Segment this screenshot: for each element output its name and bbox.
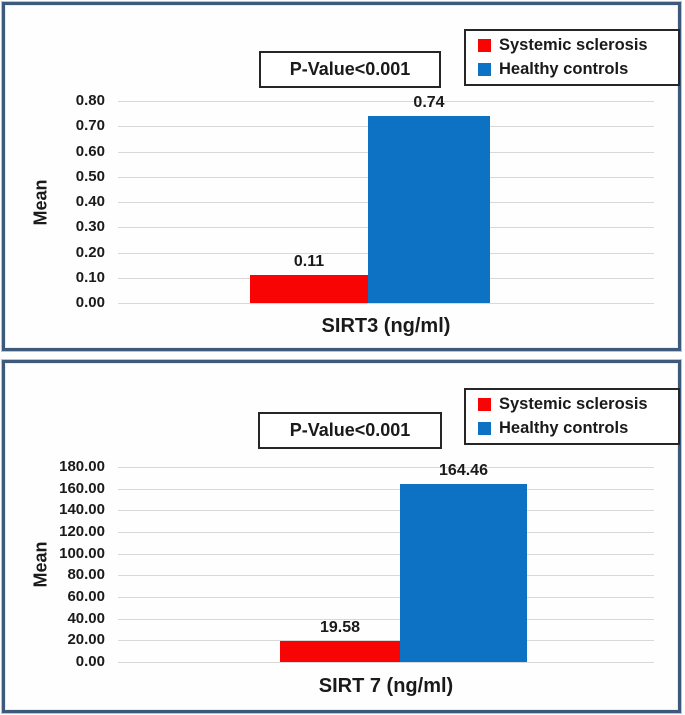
y-axis-tick-labels: 0.80 0.70 0.60 0.50 0.40 0.30 0.20 0.10 0.00 [5,91,112,313]
y-axis-tick-label: 0.00 [75,294,105,311]
plot-area: 0.11 0.74 [118,94,654,304]
y-axis-tick-label: 0.20 [75,243,105,261]
bar-healthy-controls [368,116,490,303]
y-axis-tick-labels: 180.00 160.00 140.00 120.00 100.00 80.00 60.00… [5,457,112,672]
legend-item-healthy-controls: Healthy controls [478,60,670,79]
plot-area: 19.58 164.46 [118,462,654,663]
legend-swatch-systemic-sclerosis-icon [478,398,491,411]
gridline [118,618,654,620]
bar-systemic-sclerosis [250,275,368,303]
bar-data-label: 19.58 [319,618,361,636]
p-value-text: P-Value<0.001 [289,59,411,79]
y-axis-tick-label: 180.00 [59,458,105,475]
y-axis-tick-label: 0.50 [75,167,105,185]
p-value-text: P-Value<0.001 [289,420,411,440]
bar-healthy-controls [400,483,527,662]
gridline [118,553,654,555]
legend-label: Healthy controls [499,60,629,78]
sirt7-chart-panel: P-Value<0.001 Systemic sclerosis Healthy… [2,360,681,713]
bar-data-label: 0.74 [413,94,445,112]
x-axis-title: SIRT3 (ng/ml) [321,315,451,337]
gridline [118,467,654,468]
legend-label: Healthy controls [499,419,629,437]
y-axis-tick-label: 80.00 [67,566,105,584]
y-axis-tick-label: 0.00 [75,652,105,670]
bar-systemic-sclerosis [280,640,400,662]
gridline [118,303,654,304]
p-value-box: P-Value<0.001 [258,412,442,449]
y-axis-tick-label: 60.00 [67,587,105,605]
legend-swatch-healthy-controls-icon [478,422,491,435]
gridline [118,488,654,490]
y-axis-tick-label: 160.00 [59,479,105,497]
y-axis-tick-label: 140.00 [59,501,105,519]
y-axis-tick-label: 0.40 [75,193,105,210]
gridline [118,575,654,577]
legend-item-systemic-sclerosis: Systemic sclerosis [478,36,670,55]
legend-label: Systemic sclerosis [499,36,648,54]
gridline [118,596,654,598]
y-axis-tick-label: 0.60 [75,142,105,160]
y-axis-tick-label: 0.80 [75,92,105,109]
legend-item-healthy-controls: Healthy controls [478,419,670,438]
y-axis-tick-label: 120.00 [59,522,105,540]
bar-data-label: 0.11 [293,253,325,271]
y-axis-tick-label: 100.00 [59,544,105,562]
legend-item-systemic-sclerosis: Systemic sclerosis [478,395,670,414]
bar-data-label: 164.46 [439,461,488,479]
gridline [118,531,654,533]
y-axis-tick-label: 0.70 [75,117,105,135]
x-axis-title: SIRT 7 (ng/ml) [318,675,454,697]
legend: Systemic sclerosis Healthy controls [464,388,680,445]
gridline [118,510,654,512]
p-value-box: P-Value<0.001 [259,51,441,88]
legend-swatch-healthy-controls-icon [478,63,491,76]
y-axis-tick-label: 0.30 [75,218,105,236]
y-axis-tick-label: 40.00 [67,609,105,627]
gridline [118,101,654,102]
y-axis-tick-label: 20.00 [67,631,105,649]
legend-swatch-systemic-sclerosis-icon [478,39,491,52]
gridline [118,662,654,663]
legend-label: Systemic sclerosis [499,395,648,413]
legend: Systemic sclerosis Healthy controls [464,29,680,86]
sirt3-chart-panel: P-Value<0.001 Systemic sclerosis Healthy… [2,2,681,351]
y-axis-tick-label: 0.10 [75,268,105,286]
